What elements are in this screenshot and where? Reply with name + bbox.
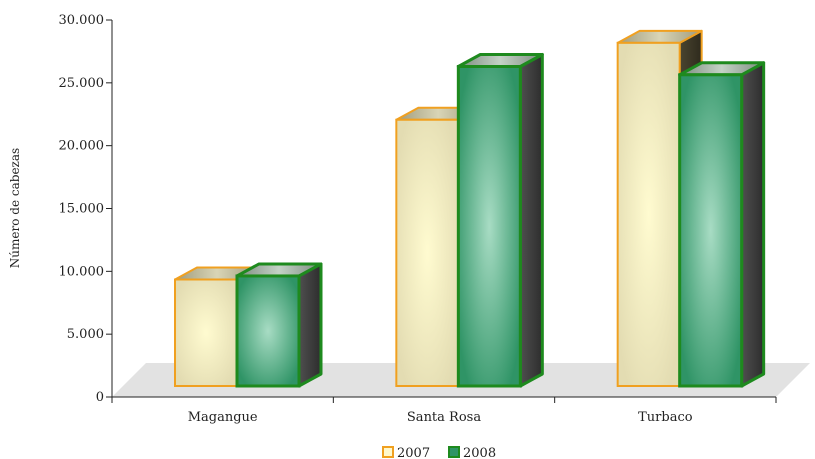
y-axis-ticks: 0 5.000 10.000 15.000 20.000 25.000 30.000 [59, 13, 112, 405]
bar [235, 262, 323, 388]
x-tick-label: Magangue [188, 410, 258, 425]
y-tick-label: 25.000 [59, 76, 105, 91]
bar [456, 53, 544, 388]
legend: 2007 2008 [382, 446, 496, 459]
legend-swatch-2008 [448, 446, 460, 458]
bar-side [740, 61, 766, 388]
bar-front [678, 73, 744, 388]
x-axis-ticks: Magangue Santa Rosa Turbaco [111, 397, 777, 425]
bar [678, 61, 766, 388]
y-axis-title: Número de cabezas [8, 148, 22, 268]
bar-front [174, 278, 238, 387]
bars [174, 29, 766, 388]
legend-label-2008: 2008 [463, 446, 496, 459]
bar-side [518, 53, 544, 388]
y-tick-label: 5.000 [67, 327, 104, 342]
bar-front [395, 118, 460, 387]
y-tick-label: 20.000 [59, 139, 105, 154]
x-tick-label: Santa Rosa [407, 410, 481, 425]
bar-front [456, 65, 522, 388]
y-tick-label: 30.000 [59, 13, 105, 28]
y-tick-label: 10.000 [59, 264, 105, 279]
legend-label-2007: 2007 [397, 446, 430, 459]
bar-front [235, 274, 301, 388]
y-tick-label: 15.000 [59, 202, 105, 217]
x-tick-label: Turbaco [638, 410, 693, 425]
legend-swatch-2007 [382, 446, 394, 458]
bar-side [297, 262, 323, 388]
bar-front [616, 41, 681, 387]
y-tick-label: 0 [96, 390, 104, 405]
